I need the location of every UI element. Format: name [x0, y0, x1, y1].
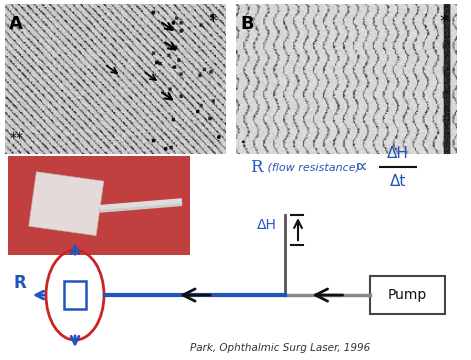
Text: *: *	[439, 13, 448, 31]
Text: ΔH: ΔH	[257, 218, 277, 232]
Bar	[64, 281, 86, 309]
Text: R: R	[14, 274, 26, 292]
Text: Park, Ophthalmic Surg Laser, 1996: Park, Ophthalmic Surg Laser, 1996	[190, 343, 370, 353]
Text: B: B	[240, 15, 253, 33]
Text: R: R	[250, 159, 262, 176]
Text: .: .	[240, 128, 246, 147]
Text: Pump: Pump	[388, 288, 427, 302]
Text: *: *	[208, 13, 217, 31]
Text: A: A	[9, 15, 23, 33]
Bar	[8, 156, 190, 255]
Text: ∝: ∝	[354, 158, 367, 176]
Bar	[370, 276, 445, 314]
Text: Δt: Δt	[390, 174, 406, 189]
Text: **: **	[9, 131, 23, 145]
Text: (flow resistance): (flow resistance)	[264, 162, 360, 172]
Text: ΔH: ΔH	[387, 146, 409, 161]
Polygon shape	[29, 172, 104, 235]
